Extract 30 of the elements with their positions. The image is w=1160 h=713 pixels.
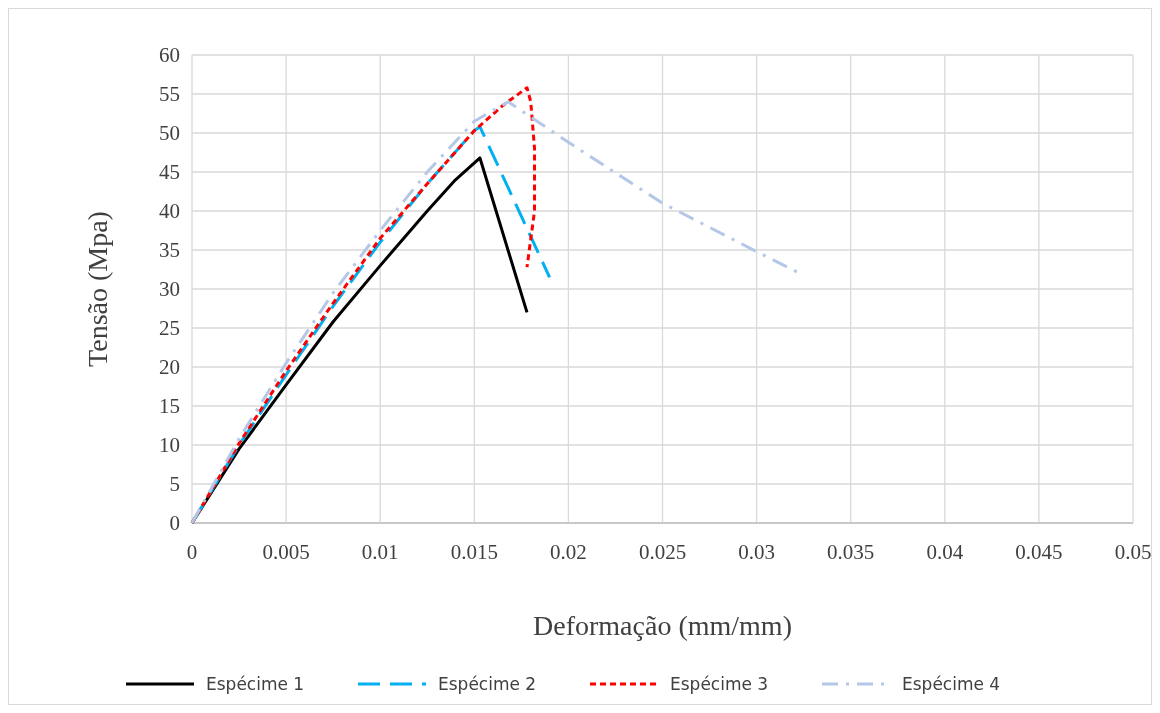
y-tick-label: 50: [159, 121, 180, 146]
y-axis-title: Tensão (Mpa): [82, 211, 113, 367]
legend-label: Espécime 2: [438, 673, 537, 694]
y-tick-label: 40: [159, 199, 180, 224]
x-axis-title: Deformação (mm/mm): [533, 610, 792, 641]
x-tick-label: 0.05: [1114, 540, 1152, 564]
x-tick-label: 0.03: [738, 540, 775, 564]
legend-label: Espécime 3: [670, 673, 769, 694]
x-tick-label: 0.005: [262, 540, 310, 564]
x-tick-label: 0.01: [361, 540, 399, 564]
y-tick-label: 45: [159, 160, 180, 185]
x-tick-label: 0.015: [450, 540, 498, 564]
y-tick-label: 10: [159, 433, 180, 458]
x-tick-label: 0.02: [550, 540, 587, 564]
y-tick-label: 25: [159, 316, 180, 341]
y-tick-label: 55: [159, 82, 180, 107]
y-tick-label: 35: [159, 238, 180, 263]
y-tick-label: 5: [169, 472, 180, 497]
y-tick-label: 30: [159, 277, 180, 302]
y-tick-label: 15: [159, 394, 180, 419]
x-tick-label: 0.025: [638, 540, 687, 564]
legend-label: Espécime 4: [902, 673, 1001, 694]
y-tick-label: 0: [169, 511, 180, 536]
legend-label: Espécime 1: [206, 673, 305, 694]
x-tick-label: 0.045: [1015, 540, 1063, 564]
x-tick-label: 0.04: [926, 540, 964, 564]
y-tick-label: 60: [159, 43, 180, 68]
y-tick-label: 20: [159, 355, 180, 380]
x-tick-label: 0.035: [827, 540, 875, 564]
x-tick-label: 0: [186, 540, 198, 564]
